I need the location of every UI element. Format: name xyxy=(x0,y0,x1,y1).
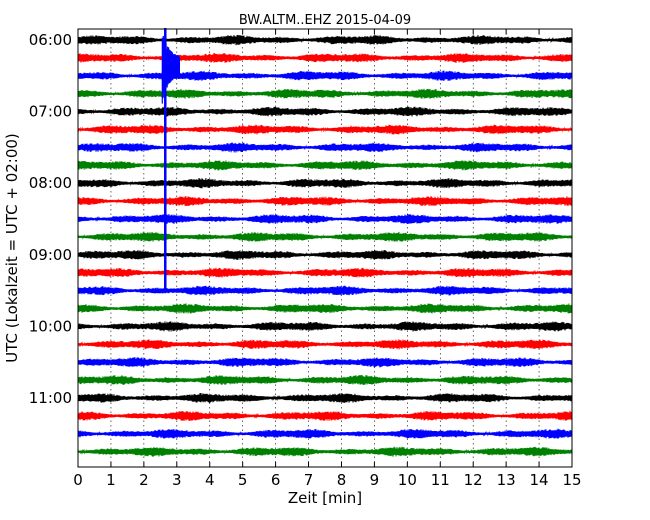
x-tick-label: 13 xyxy=(497,471,516,489)
trace-line xyxy=(77,231,573,242)
x-tick-label: 1 xyxy=(106,471,116,489)
x-tick-label: 14 xyxy=(530,471,549,489)
x-axis-ticks: 0 1 2 3 4 5 6 7 8 9 10 11 12 13 14 15 xyxy=(73,29,582,489)
y-axis-label: UTC (Lokalzeit = UTC + 02:00) xyxy=(3,133,21,363)
trace-line xyxy=(77,374,573,386)
trace-line xyxy=(77,250,573,260)
trace-line xyxy=(77,339,573,350)
event-burst xyxy=(161,36,180,104)
trace-line xyxy=(77,124,573,135)
x-tick-label: 3 xyxy=(172,471,182,489)
x-tick-label: 8 xyxy=(337,471,347,489)
x-tick-label: 4 xyxy=(205,471,215,489)
trace-line xyxy=(77,321,573,332)
x-tick-label: 7 xyxy=(304,471,314,489)
x-tick-label: 12 xyxy=(464,471,483,489)
trace-line xyxy=(77,52,573,63)
x-tick-label: 11 xyxy=(431,471,450,489)
y-tick-label: 06:00 xyxy=(29,31,72,49)
trace-line xyxy=(77,410,573,421)
x-tick-label: 10 xyxy=(398,471,417,489)
x-tick-label: 5 xyxy=(238,471,248,489)
trace-line xyxy=(77,357,573,368)
x-tick-label: 0 xyxy=(73,471,83,489)
event-coda xyxy=(167,68,189,84)
seismic-traces xyxy=(77,34,573,457)
trace-line xyxy=(77,392,573,404)
trace-line xyxy=(77,285,573,296)
x-tick-label: 15 xyxy=(562,471,581,489)
earthquake-event xyxy=(161,28,189,293)
x-tick-label: 6 xyxy=(271,471,281,489)
trace-line xyxy=(77,267,573,278)
trace-line xyxy=(77,196,573,207)
chart-title: BW.ALTM..EHZ 2015-04-09 xyxy=(239,13,411,28)
y-tick-label: 11:00 xyxy=(29,389,72,407)
trace-line xyxy=(77,303,573,314)
trace-line xyxy=(77,88,573,99)
y-tick-label: 07:00 xyxy=(29,103,72,121)
trace-line xyxy=(77,160,573,171)
trace-line xyxy=(77,106,573,117)
x-tick-label: 2 xyxy=(139,471,149,489)
plot-frame xyxy=(77,28,573,468)
trace-line xyxy=(77,142,573,153)
y-tick-label: 10:00 xyxy=(29,317,72,335)
trace-line xyxy=(77,34,573,46)
trace-line xyxy=(77,178,573,189)
y-tick-label: 08:00 xyxy=(29,174,72,192)
y-axis-ticks: 06:00 07:00 08:00 09:00 10:00 11:00 xyxy=(29,31,572,407)
trace-line xyxy=(77,446,573,457)
x-axis-label: Zeit [min] xyxy=(288,489,362,507)
trace-line xyxy=(77,428,573,439)
y-tick-label: 09:00 xyxy=(29,246,72,264)
trace-line xyxy=(77,70,573,81)
trace-line xyxy=(77,213,573,224)
x-tick-label: 9 xyxy=(370,471,380,489)
